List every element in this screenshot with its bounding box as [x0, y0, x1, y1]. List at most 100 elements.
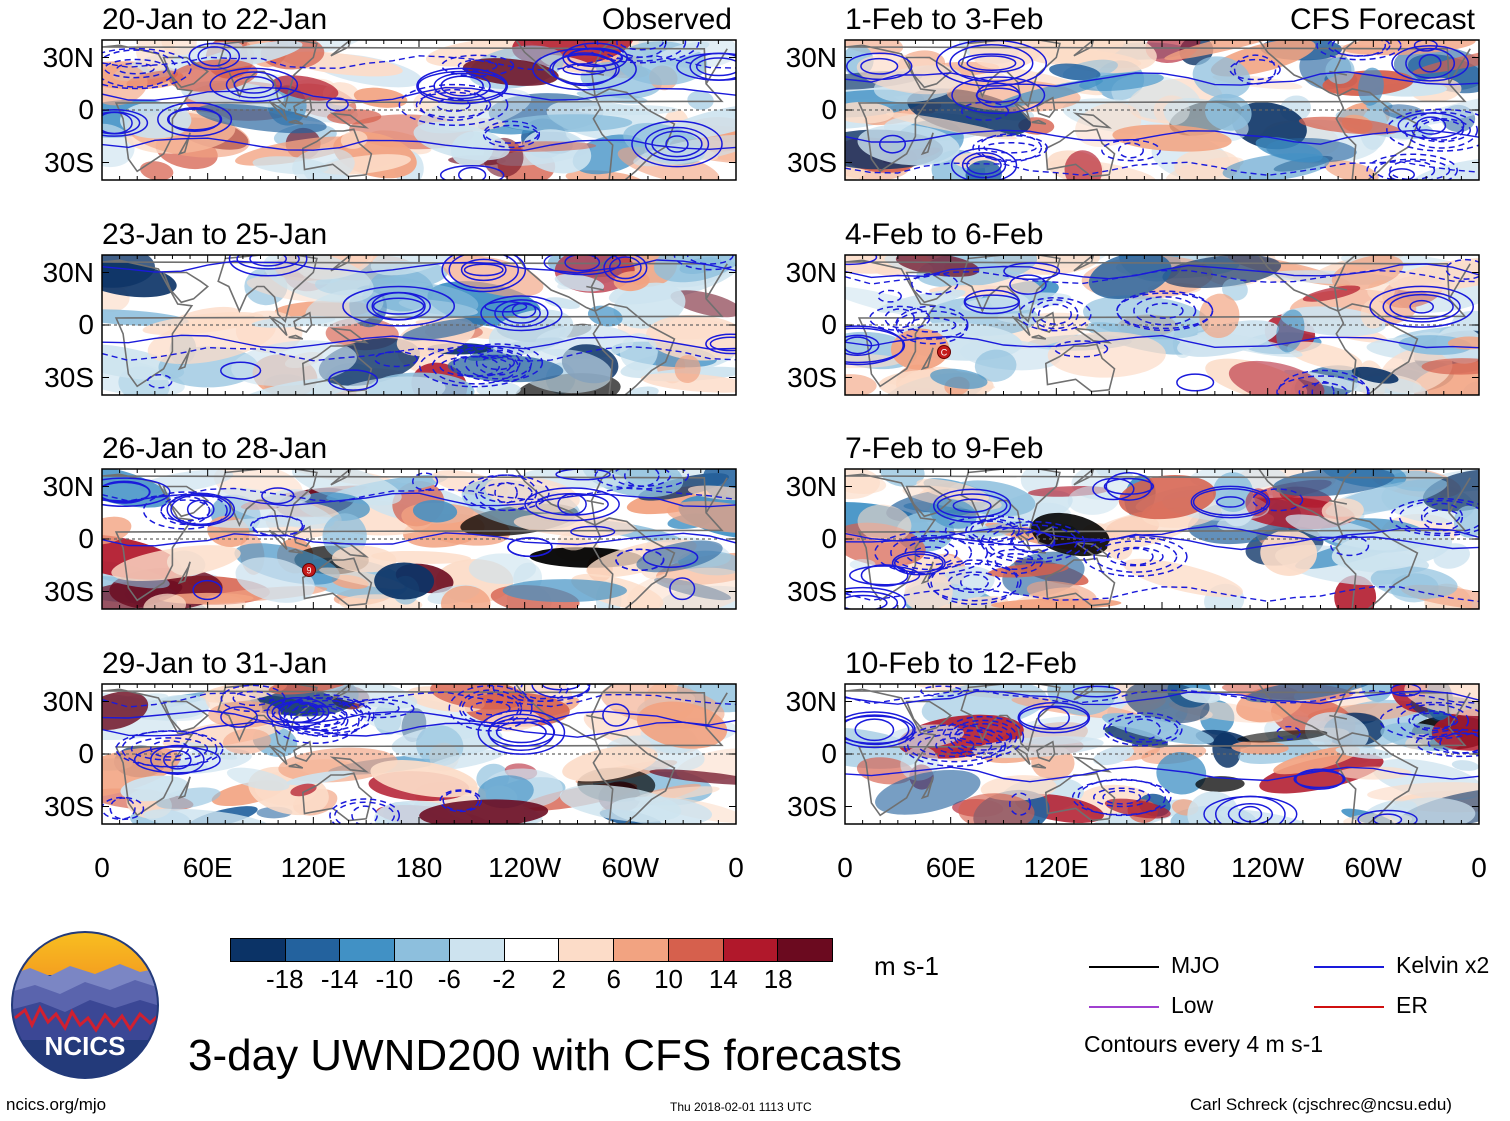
kelvin-contour	[228, 255, 308, 277]
anomaly-patch	[119, 101, 192, 139]
coastline	[905, 700, 952, 733]
anomaly-patch	[1324, 160, 1379, 180]
kelvin-contour	[849, 565, 921, 586]
coastline	[1036, 96, 1056, 118]
legend-label: Low	[1171, 992, 1214, 1018]
kelvin-contour	[845, 327, 906, 364]
kelvin-contour	[845, 160, 1479, 176]
anomaly-patch	[1187, 791, 1239, 824]
coastline	[330, 255, 352, 272]
coastline	[1072, 112, 1112, 129]
colorbar-tick-label: -6	[437, 964, 461, 994]
anomaly-patch	[419, 799, 549, 824]
coastline	[1073, 40, 1095, 57]
kelvin-contour	[631, 120, 723, 168]
kelvin-contour	[845, 590, 899, 609]
kelvin-contour	[978, 133, 1043, 163]
kelvin-contour	[845, 711, 916, 749]
colorbar-swatch	[723, 939, 779, 961]
coastline	[177, 347, 191, 371]
kelvin-contour	[460, 258, 507, 282]
coastline	[586, 499, 605, 505]
x-tick-label: 60W	[1344, 852, 1403, 883]
kelvin-contour	[644, 126, 710, 162]
kelvin-contour	[1133, 296, 1197, 326]
coastline	[268, 100, 288, 122]
coastline	[1044, 343, 1116, 393]
kelvin-contour	[439, 165, 505, 180]
kelvin-contour	[484, 124, 539, 144]
kelvin-contour	[1190, 485, 1271, 519]
coastline	[268, 529, 288, 551]
kelvin-contour	[133, 746, 221, 774]
anomaly-patch	[1231, 740, 1289, 755]
kelvin-contour	[930, 559, 1019, 606]
anomaly-patch	[879, 469, 925, 487]
kelvin-contour	[457, 59, 498, 72]
kelvin-contour	[1092, 477, 1135, 501]
kelvin-contour	[261, 487, 295, 505]
kelvin-contour	[920, 685, 963, 697]
anomaly-patch	[440, 585, 491, 609]
kelvin-contour	[374, 350, 418, 368]
anomaly-patch	[1222, 153, 1330, 180]
storm-marker	[302, 563, 316, 577]
kelvin-contour	[433, 72, 491, 100]
map-panel	[844, 39, 1480, 181]
coastline	[514, 255, 614, 313]
coastline	[1036, 740, 1056, 762]
kelvin-contour	[115, 730, 224, 768]
kelvin-contour	[957, 53, 1025, 73]
kelvin-contour	[1298, 382, 1348, 395]
x-tick-label: 120W	[1231, 852, 1305, 883]
map-panel	[101, 254, 737, 396]
anomaly-patch	[231, 340, 357, 387]
coastline	[217, 255, 318, 324]
kelvin-contour	[1093, 540, 1178, 573]
coastline	[845, 688, 1467, 817]
anomaly-patch	[1067, 485, 1119, 515]
kelvin-contour	[102, 47, 192, 90]
kelvin-contour	[950, 147, 1018, 180]
kelvin-contour	[482, 120, 541, 149]
anomaly-patch	[1122, 558, 1243, 598]
kelvin-contour	[1009, 274, 1047, 295]
coastline	[268, 315, 288, 337]
kelvin-contour	[669, 577, 696, 601]
colorbar-tick-label: 10	[654, 964, 683, 994]
coastline	[514, 684, 614, 742]
coastline	[1072, 541, 1112, 558]
coastline	[1257, 469, 1357, 527]
kelvin-contour	[1229, 58, 1281, 81]
kelvin-contour	[570, 525, 616, 538]
anomaly-patch	[1351, 366, 1399, 384]
kelvin-contour	[220, 361, 262, 380]
map-panel	[844, 468, 1480, 610]
kelvin-contour	[1405, 47, 1456, 79]
kelvin-contour	[1009, 792, 1031, 816]
panel-period-title: 10-Feb to 12-Feb	[845, 647, 1077, 680]
anomaly-patch	[1195, 776, 1245, 792]
anomaly-patch	[1389, 797, 1476, 824]
footer-right: Carl Schreck (cjschrec@ncsu.edu)	[1190, 1095, 1452, 1114]
panel-source-label: CFS Forecast	[1289, 3, 1475, 36]
kelvin-contour	[102, 86, 736, 103]
kelvin-contour	[845, 255, 878, 266]
anomaly-patch	[670, 290, 736, 318]
anomaly-patch	[468, 553, 537, 585]
panel-period-title: 29-Jan to 31-Jan	[102, 647, 328, 680]
kelvin-contour	[102, 334, 736, 350]
kelvin-contour	[1411, 117, 1471, 143]
anomaly-patch	[1280, 306, 1386, 337]
anomaly-patch	[237, 377, 356, 395]
kelvin-contour	[431, 348, 519, 385]
kelvin-contour	[1366, 153, 1458, 180]
kelvin-contour	[944, 515, 1041, 546]
anomaly-patch	[1192, 56, 1251, 99]
kelvin-contour	[419, 345, 532, 388]
coastline	[1329, 714, 1348, 720]
anomaly-patch	[1356, 375, 1429, 395]
kelvin-contour	[676, 52, 736, 81]
anomaly-patch	[1370, 566, 1458, 599]
anomaly-patch	[845, 286, 943, 319]
